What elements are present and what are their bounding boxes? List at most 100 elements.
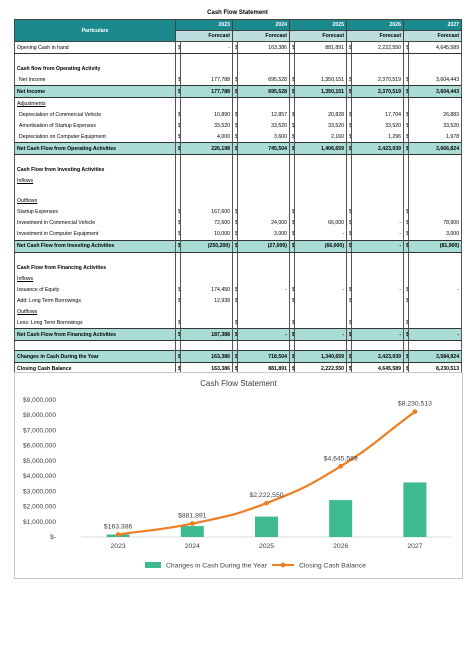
cell-value [351, 206, 405, 218]
table-row: Net Income$177,788$695,528$1,350,151$2,3… [14, 74, 463, 86]
bar-changes-in-cash [180, 526, 204, 537]
cell-value [237, 63, 291, 75]
data-label: $2,222,550 [249, 492, 283, 499]
cell-value: 24,000 [237, 217, 291, 229]
cell-value: 177,788 [179, 85, 234, 99]
row-label: Add: Long Term Borrowings [14, 295, 176, 307]
cell-value: 1,296 [351, 131, 405, 143]
y-tick-label: $1,000,000 [23, 519, 56, 526]
cell-value: 1,350,151 [294, 85, 348, 99]
table-row: Startup Expenses$167,600$$$$ [14, 206, 463, 218]
cash-flow-table: Particulars 2023 2024 2025 2026 2027 For… [14, 19, 463, 376]
cell-value: 3,584,924 [408, 350, 463, 364]
cell-value [351, 273, 405, 285]
statement-title: Cash Flow Statement [207, 10, 268, 16]
section-row: Outflows [14, 195, 463, 207]
cell-value: 2,160 [294, 131, 348, 143]
cell-value [237, 164, 291, 176]
row-label [14, 154, 176, 165]
year-header: 2026 [346, 19, 405, 31]
closing-cash-point [338, 463, 344, 469]
data-label: $4,645,589 [324, 455, 358, 462]
cell-value: 177,788 [179, 74, 234, 86]
cell-value [237, 206, 291, 218]
row-label [14, 186, 176, 196]
cell-value [179, 164, 234, 176]
row-label: Cash Flow from Financing Activities [14, 262, 176, 274]
cell-value [351, 63, 405, 75]
y-tick-label: $2,000,000 [23, 504, 56, 511]
row-label: Issuance of Equity [14, 284, 176, 296]
y-tick-label: $4,000,000 [23, 473, 56, 480]
legend-line-marker [280, 562, 286, 568]
cell-value: 33,520 [351, 120, 405, 132]
cell-value [351, 195, 405, 207]
cell-value [294, 273, 348, 285]
row-label [14, 340, 176, 351]
cell-value: 72,600 [179, 217, 234, 229]
closing-cash-point [412, 409, 418, 415]
cell-value: 3,604,443 [408, 85, 463, 99]
cell-value: 2,423,039 [351, 142, 405, 156]
cell-value: - [294, 228, 348, 241]
row-label: Net Cash Flow from Investing Activities [14, 239, 176, 253]
cell-value [294, 186, 348, 196]
section-row: Cash Flow from Financing Activities [14, 262, 463, 274]
cell-value [408, 63, 463, 75]
cell-value: (66,000) [294, 239, 348, 253]
cell-value: 26,883 [408, 109, 463, 121]
cell-value: 1,978 [408, 131, 463, 143]
legend-label: Changes in Cash During the Year [166, 563, 268, 570]
cell-value: - [351, 217, 405, 229]
cell-value: - [294, 328, 348, 342]
cell-value: 33,520 [179, 120, 234, 132]
cell-value: - [351, 284, 405, 296]
row-label: Inflows [14, 175, 176, 187]
cell-value [294, 164, 348, 176]
cell-value [408, 306, 463, 318]
cell-value [351, 175, 405, 187]
row-label: Net Cash Flow from Financing Activities [14, 328, 176, 342]
x-tick-label: 2023 [111, 543, 126, 550]
cell-value: 163,386 [179, 350, 234, 364]
cell-value [408, 295, 463, 307]
cell-value [237, 273, 291, 285]
cell-value [351, 317, 405, 329]
table-row: Less: Long Term Borrowings$$$$$ [14, 317, 463, 329]
cell-value [179, 97, 234, 110]
row-label [14, 252, 176, 263]
row-label: Amortisation of Startup Expenses [14, 120, 176, 132]
cell-value [179, 53, 234, 64]
cash-flow-chart: Cash Flow Statement $- $1,000,000 $2,000,00… [14, 372, 463, 579]
row-label: Startup Expenses [14, 206, 176, 218]
cell-value: - [294, 284, 348, 296]
cell-value [237, 195, 291, 207]
row-label: Adjustments [14, 97, 176, 110]
blank-row [14, 252, 463, 263]
bar-changes-in-cash [255, 516, 278, 537]
cell-value [294, 306, 348, 318]
row-label: Investment in Commercial Vehicle [14, 217, 176, 229]
forecast-header-row: Forecast Forecast Forecast Forecast Fore… [15, 30, 463, 42]
table-row: Investment in Computer Equipment$10,000$… [14, 228, 463, 241]
row-label: Changes in Cash During the Year [14, 350, 176, 364]
cell-value [179, 262, 234, 274]
cell-value: 66,000 [294, 217, 348, 229]
cell-value [237, 317, 291, 329]
cell-value [237, 262, 291, 274]
table-row: Add: Long Term Borrowings$12,938$$$$ [14, 295, 463, 307]
section-row: Cash flow from Operating Activity [14, 63, 463, 75]
cell-value: - [351, 328, 405, 342]
cell-value [408, 164, 463, 176]
cell-value: 12,938 [179, 295, 234, 307]
cell-value: 3,600 [237, 131, 291, 143]
blank-row [14, 53, 463, 64]
cell-value [294, 63, 348, 75]
table-row: Depreciation on Computer Equipment$4,000… [14, 131, 463, 143]
cell-value: - [408, 284, 463, 296]
cell-value [408, 206, 463, 218]
subtotal-row: Changes in Cash During the Year$163,386$… [14, 350, 463, 364]
year-header-row: Particulars 2023 2024 2025 2026 2027 [14, 19, 463, 42]
row-label: Outflows [14, 195, 176, 207]
cell-value [237, 306, 291, 318]
